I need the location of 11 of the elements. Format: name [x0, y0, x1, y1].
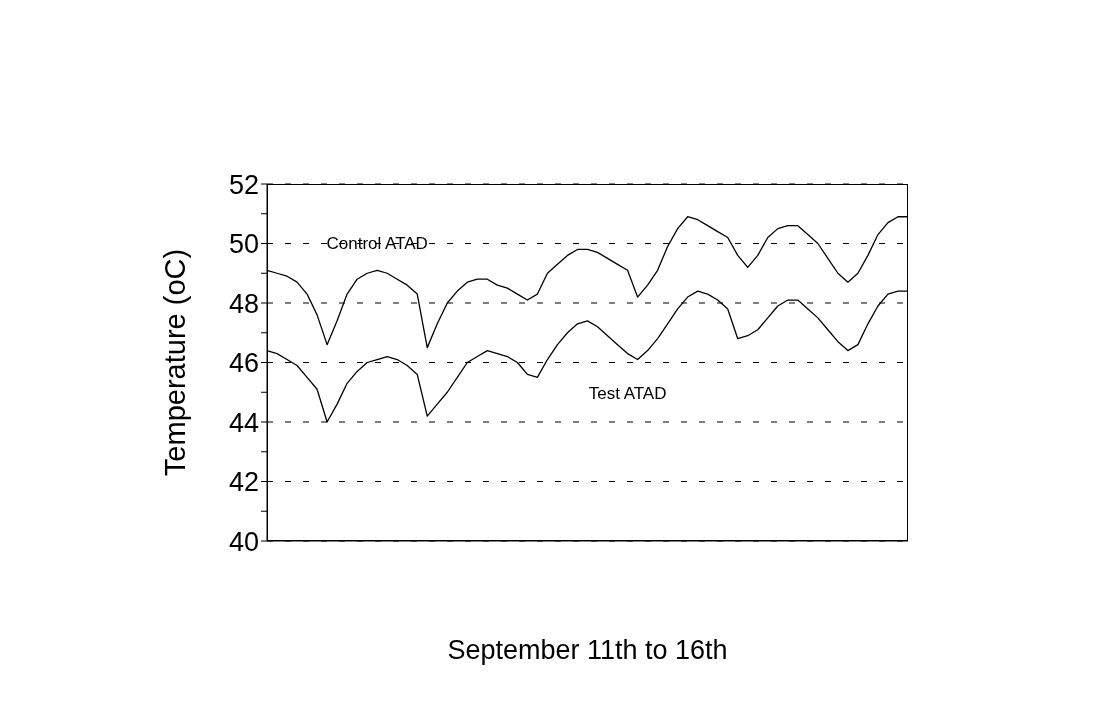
y-tick-label: 48 [228, 288, 259, 319]
y-tick-label: 50 [228, 229, 259, 260]
y-tick-label: 42 [228, 467, 259, 498]
y-tick-label: 46 [228, 348, 259, 379]
y-tick-label: 40 [228, 526, 259, 557]
y-axis-title: Temperature (oC) [159, 248, 192, 477]
text: Test ATAD [587, 383, 668, 404]
x-axis-title: September 11th to 16th [447, 635, 728, 665]
series-label: Control ATAD [325, 234, 429, 255]
y-tick-label: 52 [228, 169, 259, 200]
y-tick-label: 44 [228, 407, 259, 438]
